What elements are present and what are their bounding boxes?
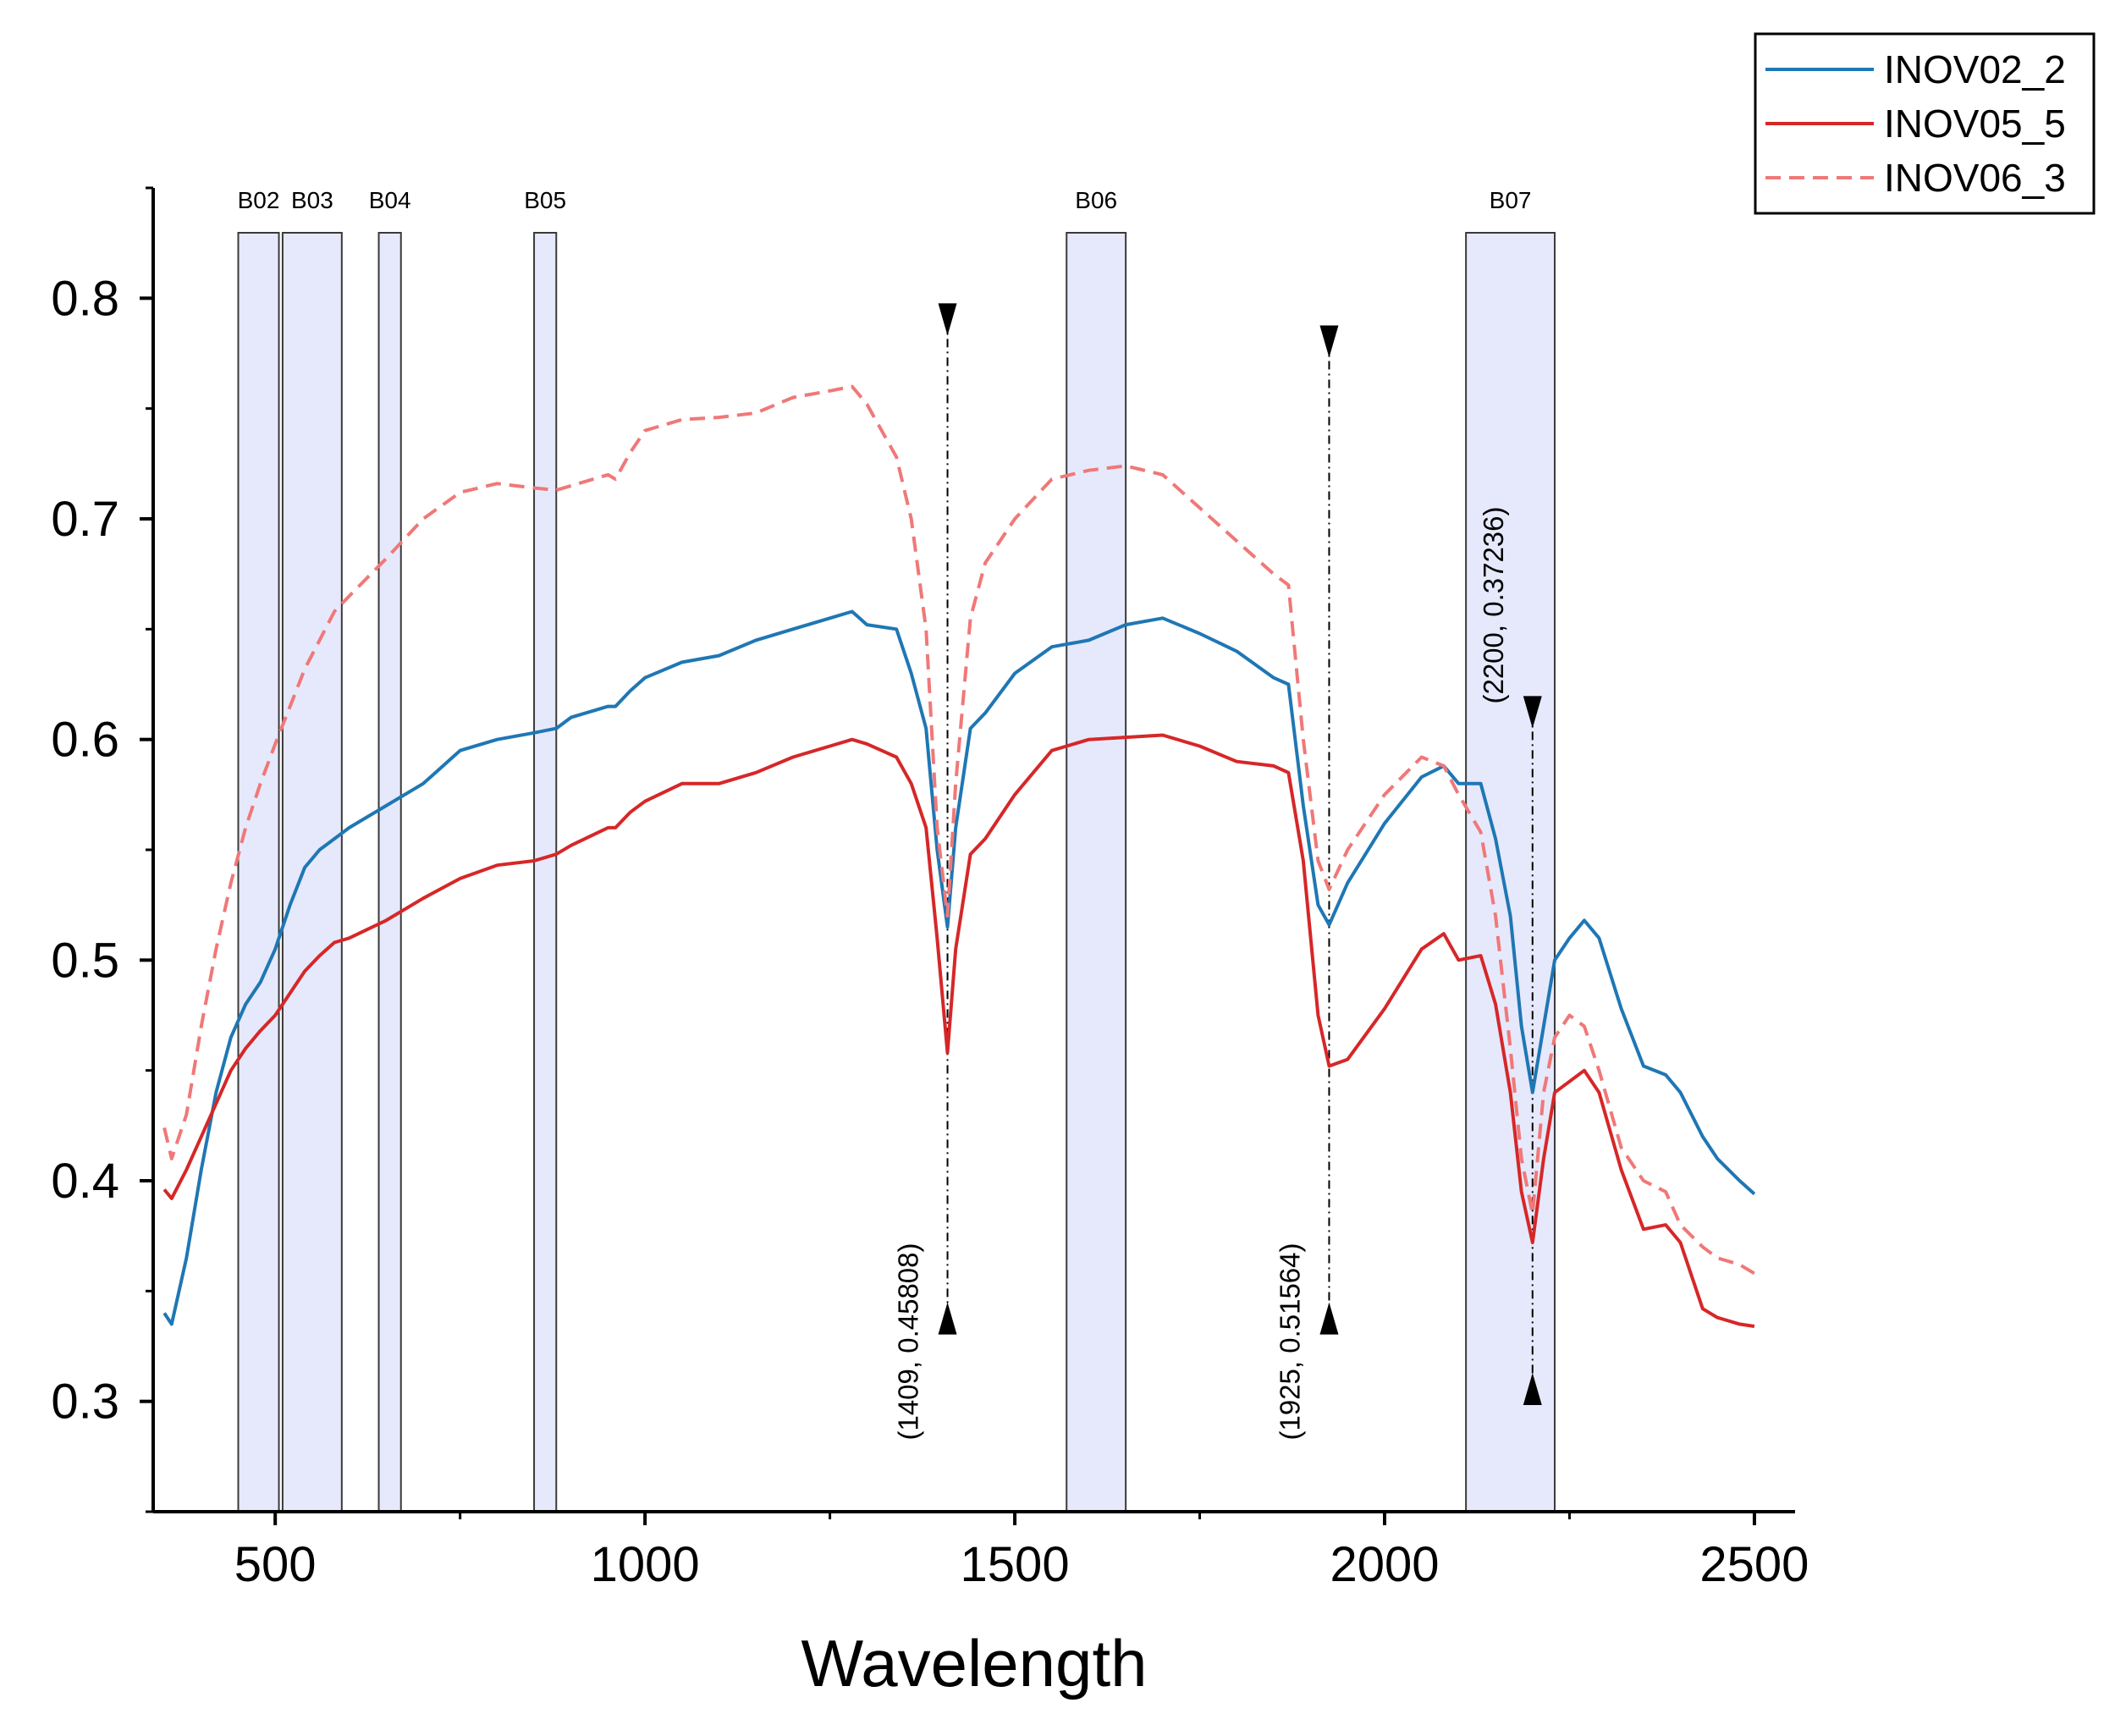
band-region-b02 bbox=[237, 232, 280, 1513]
series-line-inov06_3 bbox=[162, 384, 1755, 1276]
annotation-marker-top-2 bbox=[1319, 325, 1339, 358]
y-tick-label: 0.6 bbox=[51, 713, 119, 768]
band-region-b05 bbox=[533, 232, 558, 1513]
legend-label-inov02_2: INOV02_2 bbox=[1884, 47, 2066, 91]
band-label-b06: B06 bbox=[1075, 187, 1117, 213]
series-line-inov05_5 bbox=[162, 733, 1755, 1328]
annotation-label-2: (1925, 0.51564) bbox=[1274, 1243, 1305, 1440]
band-label-b05: B05 bbox=[524, 187, 566, 213]
annotation-marker-top-1 bbox=[938, 303, 957, 336]
axes: 0.3 0.4 0.5 0.6 0.7 0.8 500 1000 1500 2000 2500 Wav… bbox=[51, 186, 1809, 1700]
legend: INOV02_2 INOV05_5 INOV06_3 bbox=[1754, 32, 2096, 215]
band-region-b07 bbox=[1465, 232, 1556, 1513]
legend-label-inov06_3: INOV06_3 bbox=[1884, 156, 2066, 200]
x-tick-label: 2000 bbox=[1330, 1537, 1439, 1592]
annotation-marker-bottom-2 bbox=[1319, 1302, 1339, 1335]
annotation-markers bbox=[938, 303, 1542, 1406]
y-tick-label: 0.4 bbox=[51, 1154, 119, 1209]
annotation-marker-bottom-3 bbox=[1523, 1373, 1542, 1406]
y-tick-label: 0.7 bbox=[51, 492, 119, 547]
annotation-marker-bottom-1 bbox=[938, 1302, 957, 1335]
y-tick-label: 0.3 bbox=[51, 1375, 119, 1430]
legend-label-inov05_5: INOV05_5 bbox=[1884, 102, 2066, 146]
band-label-b03: B03 bbox=[291, 187, 333, 213]
x-tick-label: 1500 bbox=[961, 1537, 1070, 1592]
annotation-label-1: (1409, 0.45808) bbox=[893, 1243, 924, 1440]
band-label-b04: B04 bbox=[369, 187, 411, 213]
annotation-label-3: (2200, 0.37236) bbox=[1478, 506, 1509, 703]
band-region-b03 bbox=[281, 232, 343, 1513]
x-axis-title: Wavelength bbox=[801, 1626, 1147, 1700]
band-label-b07: B07 bbox=[1490, 187, 1532, 213]
x-tick-label: 1000 bbox=[591, 1537, 700, 1592]
annotation-labels: (1409, 0.45808) (1925, 0.51564) (2200, 0.3… bbox=[893, 506, 1509, 1440]
annotation-marker-top-3 bbox=[1523, 696, 1542, 729]
y-tick-label: 0.8 bbox=[51, 271, 119, 326]
x-tick-label: 2500 bbox=[1699, 1537, 1809, 1592]
y-tick-label: 0.5 bbox=[51, 933, 119, 988]
band-label-b02: B02 bbox=[238, 187, 280, 213]
band-region-b06 bbox=[1066, 232, 1127, 1513]
series-lines bbox=[162, 384, 1756, 1328]
series-line-inov02_2 bbox=[162, 609, 1756, 1326]
band-regions: B02 B03 B04 B05 B06 B07 bbox=[237, 187, 1556, 1513]
x-tick-label: 500 bbox=[234, 1537, 317, 1592]
band-region-b04 bbox=[377, 232, 402, 1513]
